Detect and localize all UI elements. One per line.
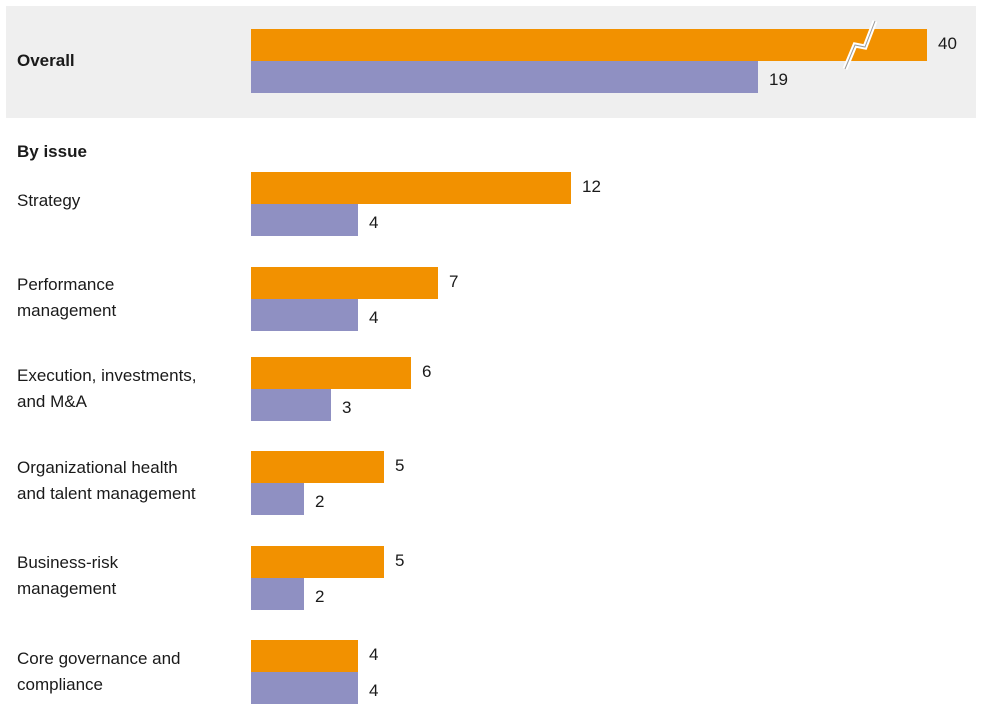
category-label: Overall (17, 51, 75, 70)
bar-series-1 (251, 546, 384, 578)
bar-series-2 (251, 389, 331, 421)
data-label: 4 (369, 308, 379, 327)
bar-series-2 (251, 578, 304, 610)
data-label: 4 (369, 645, 379, 664)
data-label: 12 (582, 177, 601, 196)
bar-series-1 (251, 451, 384, 483)
data-label: 19 (769, 70, 788, 89)
data-label: 6 (422, 362, 432, 381)
axis-break-icon (842, 20, 878, 70)
category-label: Organizational health and talent managem… (17, 458, 196, 503)
category-label: Execution, investments, and M&A (17, 366, 197, 411)
bar-series-1 (251, 640, 358, 672)
data-label: 2 (315, 587, 325, 606)
category-label: Performance management (17, 275, 117, 320)
data-label: 4 (369, 213, 379, 232)
data-label: 7 (449, 272, 459, 291)
category-label: Strategy (17, 191, 81, 210)
bar-series-1 (251, 172, 571, 204)
bar-series-2 (251, 483, 304, 515)
data-label: 4 (369, 681, 379, 700)
data-label: 5 (395, 551, 405, 570)
category-label: Business-risk management (17, 553, 119, 598)
data-label: 2 (315, 492, 325, 511)
section-title: By issue (17, 142, 87, 161)
bar-series-2 (251, 299, 358, 331)
category-label: Core governance and compliance (17, 649, 181, 694)
bar-series-2 (251, 672, 358, 704)
data-label: 3 (342, 398, 352, 417)
bar-series-1 (251, 267, 438, 299)
bar-series-2 (251, 204, 358, 236)
data-label: 5 (395, 456, 405, 475)
data-label: 40 (938, 34, 957, 53)
bar-series-2 (251, 61, 758, 93)
bar-series-1 (251, 357, 411, 389)
bar-series-1 (251, 29, 927, 61)
